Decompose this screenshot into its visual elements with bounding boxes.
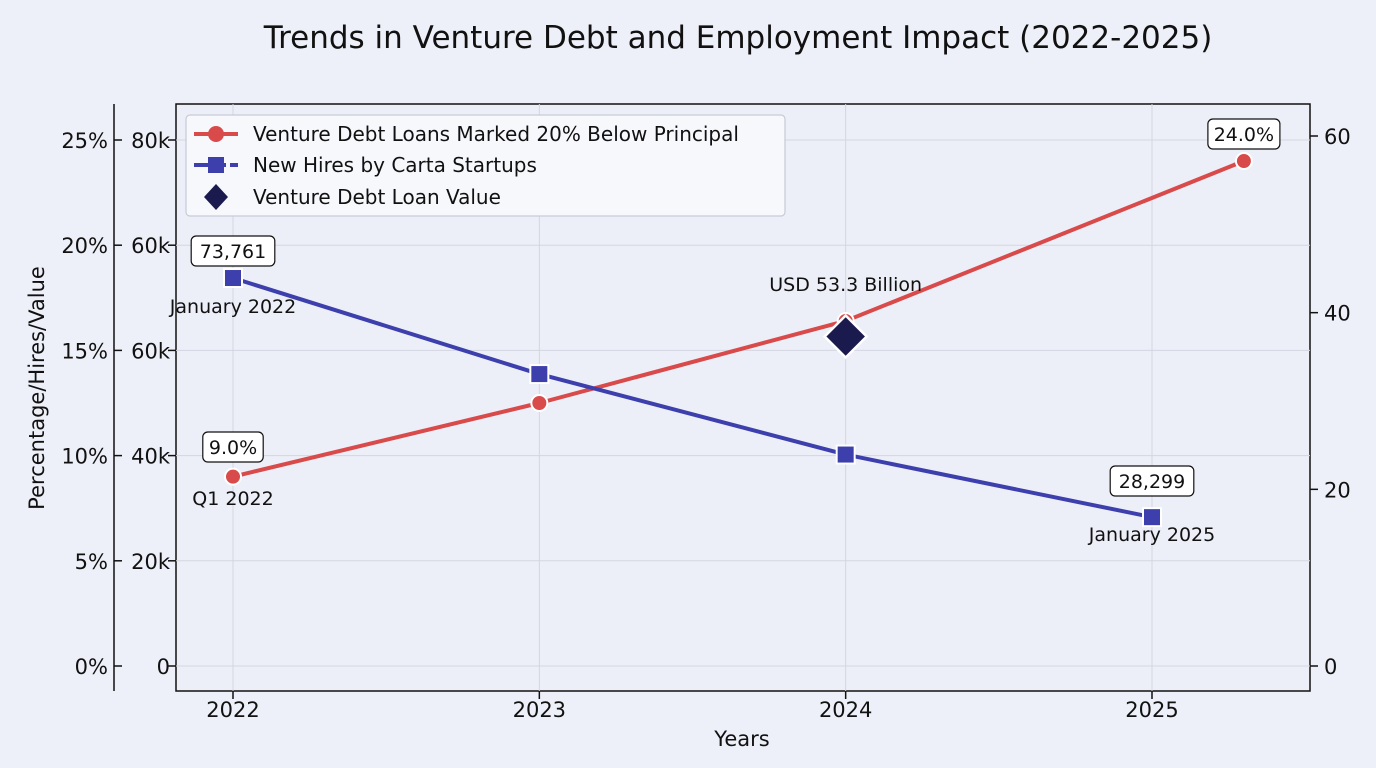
percent-tick-label: 0%: [75, 655, 108, 679]
right-tick-label: 60: [1324, 125, 1351, 149]
debt-start-value-box: [202, 431, 264, 463]
percent-tick-label: 20%: [61, 234, 108, 258]
x-tick-label: 2024: [819, 698, 872, 722]
legend-marker-loan: [204, 184, 228, 210]
x-tick-label: 2025: [1125, 698, 1178, 722]
debt-point: [224, 467, 242, 486]
legend-marker-hires: [208, 157, 224, 173]
hires-start-value-box: [190, 235, 276, 267]
y-axis-title: Percentage/Hires/Value: [25, 266, 49, 510]
hires-end-label: January 2025: [1088, 524, 1215, 546]
hires-point: [529, 364, 550, 385]
hires-start-value: 73,761: [190, 235, 276, 267]
right-tick-label: 20: [1324, 478, 1351, 502]
percent-tick-label: 10%: [61, 445, 108, 469]
percent-tick-label: 5%: [75, 550, 108, 574]
loan-value-point: [822, 313, 869, 360]
right-ticks: 0 20 40 60: [1310, 125, 1351, 679]
debt-end-value: 24.0%: [1207, 118, 1281, 150]
hires-tick-label: 80k: [131, 129, 171, 153]
series-line-debt: [232, 159, 1245, 479]
percent-tick-label: 25%: [61, 129, 108, 153]
debt-end-value-box: [1207, 118, 1281, 150]
debt-start-value-text: 9.0%: [209, 437, 257, 459]
chart-title: Trends in Venture Debt and Employment Im…: [263, 20, 1213, 56]
percent-tick-label: 15%: [61, 339, 108, 363]
left-percent-ticks: 0% 5% 10% 15% 20% 25%: [61, 129, 122, 679]
left-hires-ticks: 0 20k 40k 60k 60k 80k: [131, 129, 176, 679]
debt-point: [1234, 152, 1253, 171]
legend-label-hires: New Hires by Carta Startups: [253, 153, 537, 177]
hires-tick-label: 60k: [131, 339, 171, 363]
hires-point: [1142, 507, 1162, 528]
hires-tick-label: 0: [157, 655, 170, 679]
hires-tick-label: 20k: [131, 550, 171, 574]
hires-start-value-text: 73,761: [200, 241, 266, 263]
series-line-hires: [232, 276, 1153, 520]
x-tick-label: 2023: [513, 698, 566, 722]
hires-end-value: 28,299: [1109, 465, 1195, 497]
hires-end-value-box: [1109, 465, 1195, 497]
right-tick-label: 0: [1324, 655, 1337, 679]
hires-point: [835, 444, 856, 465]
grid: [176, 104, 1310, 691]
x-axis-title: Years: [713, 727, 769, 751]
series-layer: [223, 152, 1253, 528]
debt-end-value-text: 24.0%: [1214, 124, 1274, 146]
legend-marker-debt: [208, 126, 224, 142]
x-tick-label: 2022: [206, 698, 259, 722]
legend-label-debt: Venture Debt Loans Marked 20% Below Prin…: [253, 122, 739, 146]
hires-tick-label: 40k: [131, 445, 171, 469]
legend: Venture Debt Loans Marked 20% Below Prin…: [185, 114, 786, 217]
hires-end-value-text: 28,299: [1119, 471, 1185, 493]
hires-start-label: January 2022: [169, 296, 296, 318]
debt-start-label: Q1 2022: [192, 488, 273, 510]
annotations: 73,761 January 2022 9.0% Q1 2022 28,299 Janua…: [169, 118, 1281, 546]
legend-box: [185, 114, 786, 217]
debt-start-value: 9.0%: [202, 431, 264, 463]
hires-point: [223, 268, 243, 289]
loan-value-label: USD 53.3 Billion: [769, 274, 922, 296]
x-ticks: 2022 2023 2024 2025: [206, 691, 1179, 722]
right-tick-label: 40: [1324, 302, 1351, 326]
hires-tick-label: 60k: [131, 234, 171, 258]
legend-label-loan: Venture Debt Loan Value: [253, 185, 501, 209]
debt-point: [530, 394, 549, 412]
